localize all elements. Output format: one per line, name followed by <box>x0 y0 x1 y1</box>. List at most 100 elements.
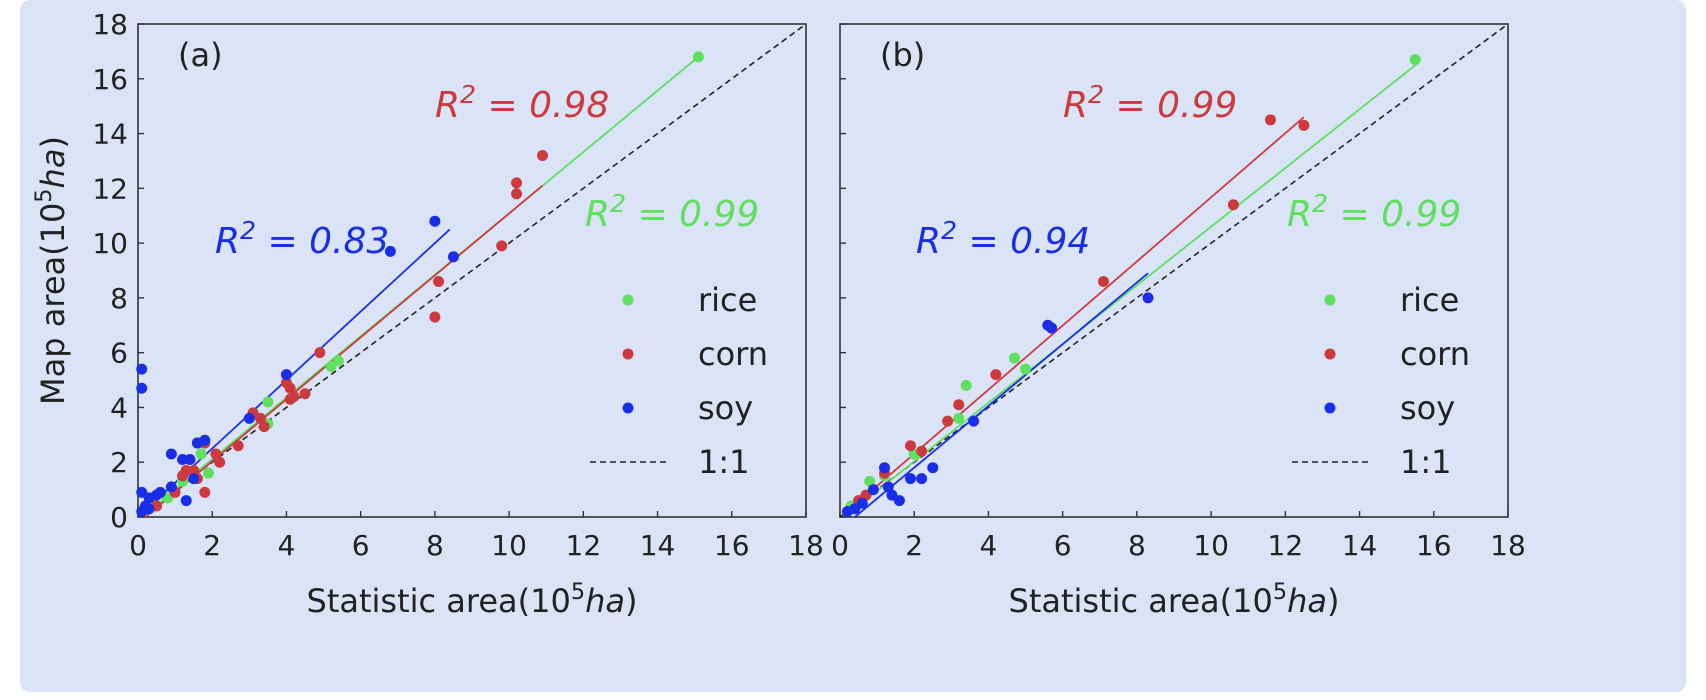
x-tick-label: 18 <box>788 529 824 562</box>
soy-point <box>893 495 905 507</box>
legend-label-rice: rice <box>698 281 757 319</box>
rice-point <box>1020 363 1032 375</box>
corn-point <box>288 390 300 402</box>
corn-r2-label: R2 = 0.99 <box>1063 80 1237 127</box>
corn-point <box>284 382 296 394</box>
y-tick-label: 2 <box>110 446 128 479</box>
y-tick-label: 4 <box>110 391 128 424</box>
rice-point <box>960 380 972 392</box>
legend-label-one-to-one: 1:1 <box>1400 443 1452 481</box>
x-tick-label: 2 <box>203 529 221 562</box>
x-tick-label: 8 <box>1128 529 1146 562</box>
soy-point <box>879 462 891 474</box>
plot-frame <box>839 23 1509 518</box>
rice-point <box>332 355 344 367</box>
plot-frame <box>137 23 807 518</box>
legend-label-corn: corn <box>698 335 768 373</box>
corn-r2-label: R2 = 0.98 <box>435 80 609 127</box>
rice-point <box>262 396 274 408</box>
soy-point <box>968 415 980 427</box>
legend-label-one-to-one: 1:1 <box>698 443 750 481</box>
soy-point <box>136 363 148 375</box>
corn-point <box>210 448 222 460</box>
legend-label-corn: corn <box>1400 335 1470 373</box>
legend: rice corn soy 1:1 <box>590 281 768 481</box>
panel-a: 0 2 4 6 8 10 12 14 16 18 0 2 4 6 8 10 12 14 16 18 Statistic … <box>31 8 824 620</box>
corn-point <box>433 275 445 287</box>
soy-point <box>1046 322 1058 334</box>
y-tick-label: 14 <box>92 118 128 151</box>
soy-r2-label: R2 = 0.94 <box>916 216 1090 263</box>
x-tick-label: 12 <box>1268 529 1304 562</box>
soy-point <box>154 486 166 498</box>
soy-point <box>384 245 396 257</box>
soy-point <box>280 369 292 381</box>
corn-point <box>511 188 523 200</box>
corn-fit-line <box>144 184 544 518</box>
rice-r2-label: R2 = 0.99 <box>585 189 759 236</box>
y-tick-label: 6 <box>110 337 128 370</box>
corn-point <box>916 445 928 457</box>
legend: rice corn soy 1:1 <box>1292 281 1470 481</box>
y-axis-label: Map area(105ha) <box>31 136 72 405</box>
corn-point <box>314 347 326 359</box>
soy-point <box>243 412 255 424</box>
x-tick-label: 4 <box>278 529 296 562</box>
x-tick-label: 18 <box>1490 529 1526 562</box>
x-tick-label: 2 <box>905 529 923 562</box>
corn-point <box>199 486 211 498</box>
one-to-one-line <box>839 23 1509 518</box>
rice-point <box>1008 352 1020 364</box>
soy-point <box>180 495 192 507</box>
corn-fit-line <box>846 116 1305 513</box>
soy-r2-label: R2 = 0.83 <box>215 216 389 263</box>
corn-point <box>511 177 523 189</box>
corn-point <box>429 311 441 323</box>
y-tick-label: 18 <box>92 8 128 41</box>
soy-point <box>905 473 917 485</box>
soy-point <box>136 382 148 394</box>
soy-point <box>188 473 200 485</box>
x-axis-label: Statistic area(105ha) <box>307 579 638 620</box>
corn-point <box>232 440 244 452</box>
x-tick-label: 0 <box>831 529 849 562</box>
x-tick-label: 0 <box>129 529 147 562</box>
corn-point <box>177 470 189 482</box>
soy-fit-line <box>854 272 1149 518</box>
panel-label: (b) <box>880 36 925 74</box>
soy-point <box>191 437 203 449</box>
rice-point <box>195 448 207 460</box>
x-tick-label: 14 <box>1342 529 1378 562</box>
soy-point <box>916 473 928 485</box>
y-tick-label: 10 <box>92 227 128 260</box>
one-to-one-line <box>137 23 807 518</box>
soy-point <box>143 503 155 515</box>
legend-label-soy: soy <box>698 389 753 427</box>
rice-point <box>203 467 215 479</box>
x-tick-label: 8 <box>426 529 444 562</box>
soy-point <box>1142 292 1154 304</box>
corn-point <box>299 388 311 400</box>
x-axis-label: Statistic area(105ha) <box>1009 579 1340 620</box>
figure-background <box>20 0 1686 692</box>
x-tick-label: 16 <box>714 529 750 562</box>
corn-point <box>905 440 917 452</box>
x-tick-label: 6 <box>352 529 370 562</box>
rice-fit-line <box>846 61 1420 515</box>
x-tick-label: 10 <box>1193 529 1229 562</box>
corn-point <box>953 399 965 411</box>
corn-point <box>258 421 270 433</box>
x-tick-label: 10 <box>491 529 527 562</box>
legend-marker-rice <box>1324 294 1336 306</box>
soy-point <box>184 453 196 465</box>
corn-point <box>1264 114 1276 126</box>
corn-point <box>942 415 954 427</box>
legend-marker-corn <box>1324 348 1336 360</box>
x-tick-label: 14 <box>640 529 676 562</box>
legend-label-rice: rice <box>1400 281 1459 319</box>
soy-point <box>165 448 177 460</box>
corn-point <box>214 456 226 468</box>
y-tick-label: 8 <box>110 282 128 315</box>
corn-point <box>990 369 1002 381</box>
y-tick-label: 16 <box>92 63 128 96</box>
